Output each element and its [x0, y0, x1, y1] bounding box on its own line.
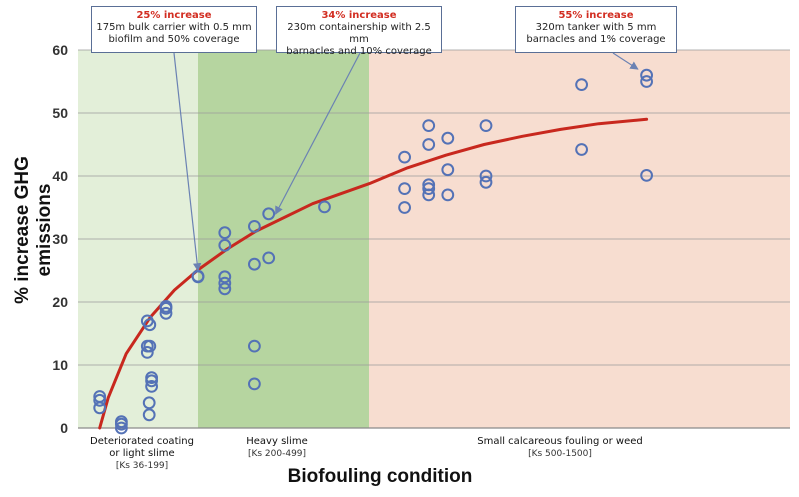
- annotation-text: biofilm and 50% coverage: [108, 34, 240, 45]
- x-axis-title: Biofouling condition: [287, 466, 473, 487]
- data-point: [422, 182, 436, 196]
- data-point: [398, 182, 412, 196]
- annotation-arrows: [173, 52, 639, 272]
- data-point: [441, 131, 455, 145]
- category-name: Deteriorated coating: [90, 436, 194, 447]
- data-points: [93, 68, 653, 435]
- category-range: [Ks 200-499]: [247, 449, 307, 459]
- gridlines: [78, 49, 790, 429]
- category-name: Small calcareous fouling or weed: [477, 436, 643, 447]
- category-range: [Ks 36-199]: [115, 461, 169, 471]
- data-point: [640, 75, 653, 88]
- y-tick-label: 20: [52, 294, 68, 310]
- data-point: [441, 163, 455, 177]
- category-range: [Ks 500-1500]: [528, 449, 592, 459]
- category-label-light-slime: Deteriorated coating or light slime [Ks …: [80, 436, 204, 472]
- trend-layer: [98, 117, 649, 430]
- y-tick-label: 0: [60, 420, 68, 436]
- data-point: [248, 220, 261, 233]
- data-point: [262, 207, 276, 221]
- annotation-text: 175m bulk carrier with 0.5 mm: [96, 22, 252, 33]
- data-point: [248, 377, 261, 391]
- data-point: [145, 380, 159, 393]
- annotation-text: barnacles and 1% coverage: [526, 34, 666, 45]
- annotation-text: 320m tanker with 5 mm: [535, 22, 657, 33]
- data-point: [218, 238, 232, 252]
- trend-line: [98, 117, 649, 430]
- category-label-calcareous: Small calcareous fouling or weed [Ks 500…: [455, 436, 665, 460]
- annotation-text: 230m containership with 2.5 mm: [287, 22, 431, 45]
- data-point: [479, 175, 493, 189]
- data-point: [145, 374, 159, 388]
- annotation-title: 55% increase: [558, 10, 634, 21]
- data-point: [248, 339, 261, 353]
- data-point: [93, 393, 107, 407]
- data-point: [159, 306, 173, 320]
- annotation-tanker: 55% increase 320m tanker with 5 mm barna…: [515, 6, 677, 53]
- data-point: [218, 270, 232, 284]
- data-point: [640, 68, 653, 82]
- data-point: [143, 339, 157, 353]
- data-point: [143, 318, 157, 332]
- data-point: [479, 169, 493, 183]
- arrow-containership: [274, 52, 361, 215]
- data-point: [218, 226, 232, 240]
- data-point: [115, 417, 128, 431]
- data-point: [640, 169, 653, 182]
- data-point: [575, 143, 588, 156]
- data-point: [422, 188, 436, 202]
- data-point: [575, 78, 588, 91]
- data-point: [318, 200, 331, 214]
- annotation-bulk-carrier: 25% increase 175m bulk carrier with 0.5 …: [91, 6, 257, 53]
- data-point: [93, 401, 107, 415]
- data-point: [218, 282, 232, 296]
- data-point: [422, 138, 436, 151]
- data-point: [479, 119, 493, 132]
- y-tick-label: 50: [52, 105, 68, 121]
- data-point: [218, 276, 232, 290]
- y-tick-label: 30: [52, 231, 68, 247]
- data-point: [142, 408, 156, 422]
- data-point: [115, 421, 128, 435]
- y-axis-title: % increase GHG emissions: [12, 156, 55, 304]
- annotation-title: 25% increase: [136, 10, 212, 21]
- y-tick-label: 10: [52, 357, 68, 373]
- y-tick-label: 60: [52, 42, 68, 58]
- annotation-containership: 34% increase 230m containership with 2.5…: [276, 6, 442, 57]
- data-point: [262, 251, 276, 265]
- category-name: Heavy slime: [246, 436, 308, 447]
- y-axis-ticks: 0 10 20 30 40 50 60: [52, 42, 68, 436]
- category-label-heavy-slime: Heavy slime [Ks 200-499]: [222, 436, 332, 460]
- category-name-line2: or light slime: [109, 448, 175, 459]
- data-point: [422, 119, 436, 132]
- annotation-title: 34% increase: [321, 10, 397, 21]
- arrow-bulk-carrier: [173, 52, 202, 272]
- arrow-tanker: [612, 52, 639, 70]
- data-point: [398, 201, 412, 214]
- data-point: [142, 396, 156, 410]
- data-point: [248, 257, 261, 271]
- y-tick-label: 40: [52, 168, 68, 184]
- data-point: [441, 188, 455, 202]
- data-point: [140, 346, 154, 359]
- data-point: [159, 301, 173, 315]
- data-point: [398, 150, 412, 164]
- annotation-text: barnacles and 10% coverage: [286, 46, 432, 57]
